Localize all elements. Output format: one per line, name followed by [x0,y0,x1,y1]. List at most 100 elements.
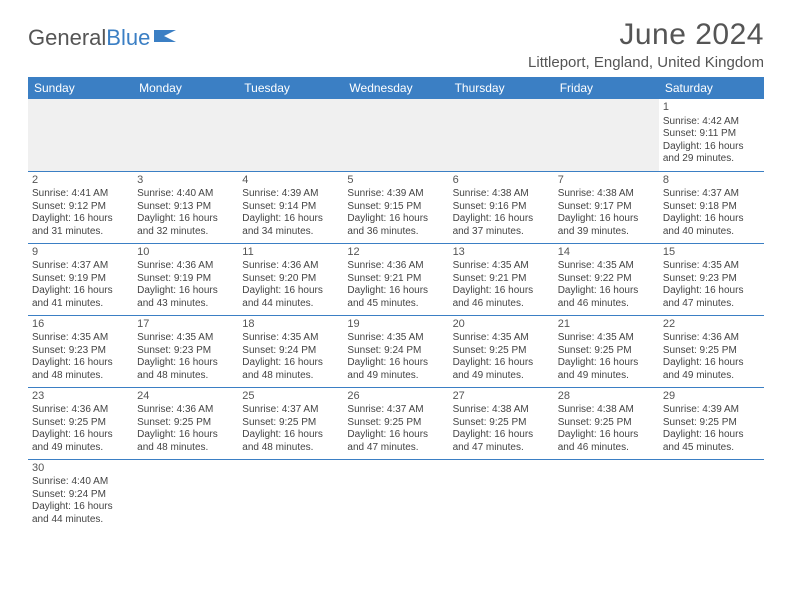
calendar-day: 3Sunrise: 4:40 AMSunset: 9:13 PMDaylight… [133,171,238,243]
sunset-line: Sunset: 9:12 PM [32,201,129,214]
calendar-day: 17Sunrise: 4:35 AMSunset: 9:23 PMDayligh… [133,315,238,387]
day-number: 11 [242,246,339,260]
calendar-day: 20Sunrise: 4:35 AMSunset: 9:25 PMDayligh… [449,315,554,387]
calendar-empty [28,99,133,171]
daylight-line: Daylight: 16 hours and 29 minutes. [663,141,760,166]
sunrise-line: Sunrise: 4:35 AM [347,332,444,345]
calendar-week: 1Sunrise: 4:42 AMSunset: 9:11 PMDaylight… [28,99,764,171]
calendar-empty [133,459,238,531]
calendar-day: 15Sunrise: 4:35 AMSunset: 9:23 PMDayligh… [659,243,764,315]
day-number: 2 [32,174,129,188]
calendar-day: 1Sunrise: 4:42 AMSunset: 9:11 PMDaylight… [659,99,764,171]
calendar-week: 30Sunrise: 4:40 AMSunset: 9:24 PMDayligh… [28,459,764,531]
daylight-line: Daylight: 16 hours and 47 minutes. [453,429,550,454]
day-number: 6 [453,174,550,188]
day-header: Saturday [659,77,764,99]
calendar-empty [554,459,659,531]
sunset-line: Sunset: 9:19 PM [32,273,129,286]
sunset-line: Sunset: 9:15 PM [347,201,444,214]
calendar-week: 23Sunrise: 4:36 AMSunset: 9:25 PMDayligh… [28,387,764,459]
sunrise-line: Sunrise: 4:37 AM [663,188,760,201]
sunset-line: Sunset: 9:24 PM [242,345,339,358]
location: Littleport, England, United Kingdom [528,54,764,71]
calendar-week: 2Sunrise: 4:41 AMSunset: 9:12 PMDaylight… [28,171,764,243]
sunrise-line: Sunrise: 4:40 AM [32,476,129,489]
sunrise-line: Sunrise: 4:39 AM [663,404,760,417]
calendar-day: 13Sunrise: 4:35 AMSunset: 9:21 PMDayligh… [449,243,554,315]
calendar-day: 8Sunrise: 4:37 AMSunset: 9:18 PMDaylight… [659,171,764,243]
calendar-empty [133,99,238,171]
calendar-day: 16Sunrise: 4:35 AMSunset: 9:23 PMDayligh… [28,315,133,387]
day-number: 4 [242,174,339,188]
daylight-line: Daylight: 16 hours and 44 minutes. [32,501,129,526]
sunset-line: Sunset: 9:23 PM [663,273,760,286]
calendar-day: 18Sunrise: 4:35 AMSunset: 9:24 PMDayligh… [238,315,343,387]
sunset-line: Sunset: 9:25 PM [453,417,550,430]
daylight-line: Daylight: 16 hours and 48 minutes. [32,357,129,382]
calendar-empty [554,99,659,171]
day-number: 20 [453,318,550,332]
sunset-line: Sunset: 9:17 PM [558,201,655,214]
sunset-line: Sunset: 9:13 PM [137,201,234,214]
sunrise-line: Sunrise: 4:36 AM [347,260,444,273]
sunset-line: Sunset: 9:24 PM [347,345,444,358]
sunrise-line: Sunrise: 4:36 AM [137,260,234,273]
sunrise-line: Sunrise: 4:35 AM [558,260,655,273]
sunrise-line: Sunrise: 4:39 AM [347,188,444,201]
sunset-line: Sunset: 9:22 PM [558,273,655,286]
logo-text-general: General [28,25,106,51]
sunset-line: Sunset: 9:25 PM [558,417,655,430]
sunrise-line: Sunrise: 4:37 AM [32,260,129,273]
sunrise-line: Sunrise: 4:39 AM [242,188,339,201]
calendar-day: 14Sunrise: 4:35 AMSunset: 9:22 PMDayligh… [554,243,659,315]
calendar-week: 9Sunrise: 4:37 AMSunset: 9:19 PMDaylight… [28,243,764,315]
daylight-line: Daylight: 16 hours and 34 minutes. [242,213,339,238]
daylight-line: Daylight: 16 hours and 48 minutes. [137,429,234,454]
daylight-line: Daylight: 16 hours and 48 minutes. [242,429,339,454]
day-number: 13 [453,246,550,260]
calendar-day: 5Sunrise: 4:39 AMSunset: 9:15 PMDaylight… [343,171,448,243]
sunrise-line: Sunrise: 4:35 AM [663,260,760,273]
sunset-line: Sunset: 9:25 PM [663,417,760,430]
day-number: 7 [558,174,655,188]
sunrise-line: Sunrise: 4:37 AM [347,404,444,417]
logo-text-blue: Blue [106,25,150,51]
logo: GeneralBlue [28,18,180,52]
daylight-line: Daylight: 16 hours and 37 minutes. [453,213,550,238]
day-number: 22 [663,318,760,332]
sunrise-line: Sunrise: 4:35 AM [453,332,550,345]
logo-flag-icon [154,24,180,50]
day-number: 21 [558,318,655,332]
daylight-line: Daylight: 16 hours and 43 minutes. [137,285,234,310]
daylight-line: Daylight: 16 hours and 46 minutes. [558,285,655,310]
calendar-body: 1Sunrise: 4:42 AMSunset: 9:11 PMDaylight… [28,99,764,531]
calendar-empty [659,459,764,531]
sunset-line: Sunset: 9:25 PM [137,417,234,430]
calendar-day: 6Sunrise: 4:38 AMSunset: 9:16 PMDaylight… [449,171,554,243]
calendar-day: 23Sunrise: 4:36 AMSunset: 9:25 PMDayligh… [28,387,133,459]
day-number: 29 [663,390,760,404]
day-header: Thursday [449,77,554,99]
title-block: June 2024 Littleport, England, United Ki… [528,18,764,71]
calendar-day: 2Sunrise: 4:41 AMSunset: 9:12 PMDaylight… [28,171,133,243]
day-number: 19 [347,318,444,332]
day-number: 30 [32,462,129,476]
day-number: 10 [137,246,234,260]
sunrise-line: Sunrise: 4:35 AM [242,332,339,345]
day-number: 5 [347,174,444,188]
calendar-empty [449,99,554,171]
calendar-day: 4Sunrise: 4:39 AMSunset: 9:14 PMDaylight… [238,171,343,243]
sunrise-line: Sunrise: 4:35 AM [453,260,550,273]
calendar-day: 12Sunrise: 4:36 AMSunset: 9:21 PMDayligh… [343,243,448,315]
day-header: Tuesday [238,77,343,99]
day-number: 14 [558,246,655,260]
sunrise-line: Sunrise: 4:37 AM [242,404,339,417]
daylight-line: Daylight: 16 hours and 47 minutes. [347,429,444,454]
daylight-line: Daylight: 16 hours and 48 minutes. [137,357,234,382]
daylight-line: Daylight: 16 hours and 45 minutes. [663,429,760,454]
sunrise-line: Sunrise: 4:38 AM [453,404,550,417]
calendar-week: 16Sunrise: 4:35 AMSunset: 9:23 PMDayligh… [28,315,764,387]
calendar-table: SundayMondayTuesdayWednesdayThursdayFrid… [28,77,764,531]
calendar-day: 27Sunrise: 4:38 AMSunset: 9:25 PMDayligh… [449,387,554,459]
sunrise-line: Sunrise: 4:40 AM [137,188,234,201]
